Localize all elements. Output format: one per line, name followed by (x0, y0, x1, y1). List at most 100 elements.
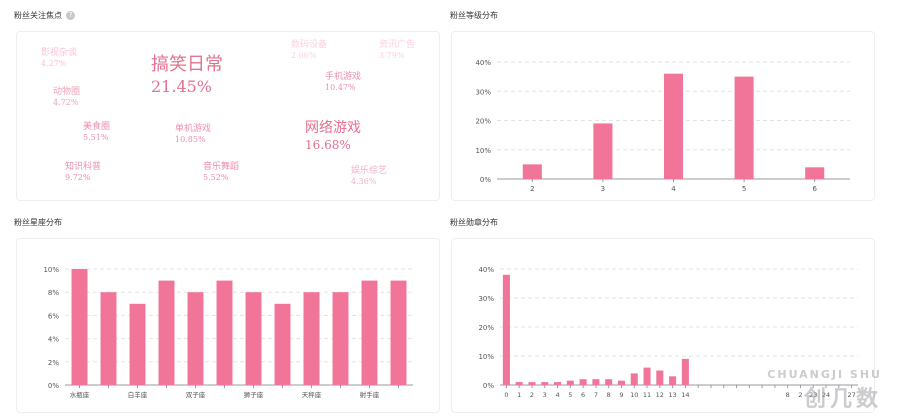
bar-13[interactable] (669, 376, 677, 385)
bar-3[interactable] (541, 382, 549, 385)
x-tick-label: 2 (530, 391, 534, 399)
y-tick-label: 2% (48, 359, 59, 367)
y-tick-label: 0% (483, 382, 494, 390)
y-tick-label: 30% (475, 88, 491, 96)
level-chart-panel: 0% 10% 20% 30% 40% 2 3 4 5 6 (451, 31, 875, 201)
cloud-word-4: 动物圈 4.72% (53, 87, 80, 108)
x-tick-label: 白羊座 (128, 390, 148, 399)
help-icon[interactable]: ? (66, 11, 75, 20)
bar-2[interactable] (528, 382, 536, 385)
y-tick-label: 20% (475, 118, 491, 126)
bar-天秤座[interactable] (303, 292, 320, 385)
x-tick-label: 6 (581, 391, 585, 399)
bar-双子座[interactable] (187, 292, 204, 385)
cloud-word-name: 单机游戏 (175, 124, 212, 134)
y-tick-label: 4% (48, 336, 59, 344)
bar-10[interactable] (630, 373, 638, 385)
bar-水瓶座[interactable] (71, 269, 88, 385)
cloud-word-percent: 2.66% (291, 51, 317, 61)
bar-11[interactable] (643, 367, 651, 385)
x-tick-label: 8 (786, 391, 790, 399)
cloud-word-percent: 10.47% (325, 83, 356, 93)
bar-6[interactable] (805, 167, 825, 179)
zodiac-section-title: 粉丝星座分布 (14, 217, 62, 228)
x-tick-label: 11 (643, 391, 651, 399)
cloud-word-percent: 9.72% (65, 173, 91, 183)
bar-4[interactable] (663, 73, 684, 179)
x-tick-label: 4 (671, 185, 676, 193)
bar-1[interactable] (515, 382, 523, 385)
cloud-word-percent: 5.51% (83, 133, 109, 143)
bar-0[interactable] (502, 274, 510, 385)
bar-天蝎座[interactable] (332, 292, 349, 385)
x-tick-label: 24 (822, 391, 830, 399)
bar-狮子座[interactable] (245, 292, 262, 385)
x-tick-label: 狮子座 (244, 390, 264, 399)
y-tick-label: 20% (478, 324, 494, 332)
x-tick-label: 6 (812, 185, 817, 193)
x-tick-label: 27 (847, 391, 855, 399)
cloud-word-name: 网络游戏 (305, 120, 361, 136)
level-section-title: 粉丝等级分布 (450, 10, 498, 21)
cloud-word-percent: 3.79% (379, 51, 405, 61)
cloud-word-name: 影视杂谈 (41, 48, 78, 58)
y-tick-label: 10% (43, 266, 59, 274)
bar-白羊座[interactable] (129, 303, 146, 385)
bar-12[interactable] (656, 370, 664, 386)
cloud-word-name: 动物圈 (53, 87, 81, 97)
y-tick-label: 40% (478, 266, 494, 274)
cloud-word-8: 网络游戏 16.68% (305, 120, 361, 153)
cloud-word-name: 搞笑日常 (151, 54, 223, 75)
y-tick-label: 30% (478, 295, 494, 303)
cloud-word-0: 影视杂谈 4.27% (41, 48, 77, 69)
y-tick-label: 40% (475, 59, 491, 67)
bar-2[interactable] (522, 164, 542, 179)
watermark-main-text: 创几数 (803, 387, 882, 412)
bar-双鱼座[interactable] (100, 292, 117, 385)
cloud-word-percent: 4.36% (351, 177, 377, 187)
x-tick-label: 3 (601, 185, 605, 193)
y-tick-label: 8% (48, 289, 59, 297)
cloud-word-6: 美食圈 5.51% (83, 122, 110, 143)
bar-7[interactable] (592, 379, 600, 385)
bar-8[interactable] (605, 379, 613, 385)
cloud-word-name: 美食圈 (83, 122, 111, 132)
cloud-word-name: 音乐舞蹈 (203, 162, 240, 172)
focus-word-cloud-panel: 影视杂谈 4.27% 搞笑日常 21.45% 数码设备 2.66% 资讯广告 3.79% 动物圈… (16, 31, 440, 201)
x-tick-label: 水瓶座 (70, 390, 90, 399)
watermark-top-text: CHUANGJI SHU (767, 368, 882, 381)
x-tick-label: 0 (504, 391, 508, 399)
y-tick-label: 6% (48, 312, 59, 320)
bar-巨蟹座[interactable] (216, 280, 233, 385)
cloud-word-name: 手机游戏 (325, 72, 362, 82)
cloud-word-percent: 4.27% (41, 59, 67, 69)
bar-摩羯座[interactable] (390, 280, 407, 385)
bar-4[interactable] (554, 382, 562, 385)
cloud-word-2: 数码设备 2.66% (291, 40, 327, 61)
bar-处女座[interactable] (274, 303, 291, 385)
bar-6[interactable] (579, 379, 587, 385)
x-tick-label: 2 (530, 185, 534, 193)
cloud-word-percent: 5.52% (203, 173, 229, 183)
y-tick-label: 10% (478, 353, 494, 361)
bar-射手座[interactable] (361, 280, 378, 385)
x-tick-label: 23 (809, 391, 817, 399)
y-tick-label: 0% (48, 382, 59, 390)
bar-3[interactable] (593, 123, 613, 179)
bar-金牛座[interactable] (158, 280, 175, 385)
bar-14[interactable] (681, 358, 689, 385)
cloud-word-7: 单机游戏 10.85% (175, 124, 211, 145)
medal-bar-chart: 0%10%20%30%40%0 1 2 3 4 5 6 7 8 9 10 11 12 13 14 8 2 23 24… (478, 266, 858, 399)
x-tick-label: 7 (594, 391, 598, 399)
bar-9[interactable] (617, 380, 625, 385)
watermark-logo: CHUANGJI SHU 创几数 (767, 368, 882, 413)
cloud-word-name: 娱乐综艺 (351, 166, 388, 176)
x-tick-label: 12 (656, 391, 664, 399)
bar-5[interactable] (566, 380, 574, 385)
zodiac-bar-chart: 0% 2% 4% 6% 8% 10% 水瓶座 白羊座 双子座 狮子座 天秤座 射手座 (43, 266, 413, 399)
x-tick-label: 9 (619, 391, 623, 399)
bar-5[interactable] (734, 76, 754, 179)
x-tick-label: 4 (555, 391, 559, 399)
cloud-word-percent: 16.68% (305, 137, 351, 152)
cloud-word-name: 数码设备 (291, 40, 328, 50)
